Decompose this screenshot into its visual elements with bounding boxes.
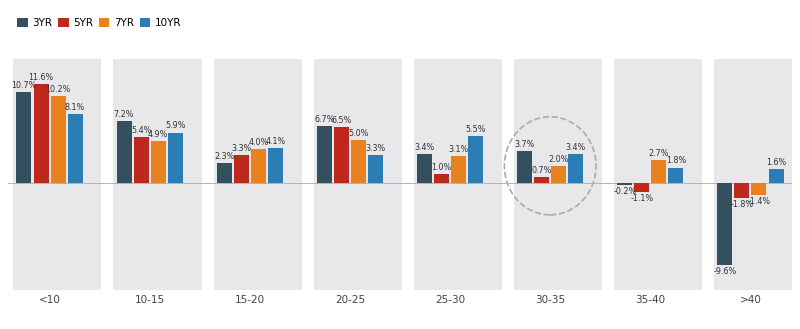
Bar: [468, 136, 483, 183]
Bar: [414, 59, 502, 290]
Bar: [734, 183, 750, 198]
Bar: [368, 155, 383, 183]
Bar: [234, 155, 249, 183]
Text: 3.3%: 3.3%: [231, 144, 251, 153]
Bar: [134, 137, 149, 183]
Text: 1.8%: 1.8%: [666, 156, 686, 165]
Text: 2.3%: 2.3%: [214, 152, 234, 161]
Text: 0.7%: 0.7%: [531, 166, 552, 175]
Text: -1.4%: -1.4%: [747, 197, 770, 206]
Bar: [714, 59, 800, 290]
Bar: [751, 183, 766, 195]
Bar: [34, 84, 49, 183]
Text: 2.7%: 2.7%: [649, 149, 669, 158]
Text: 10.7%: 10.7%: [11, 81, 37, 89]
Bar: [451, 157, 466, 183]
Text: 2.0%: 2.0%: [549, 155, 569, 164]
Bar: [614, 59, 702, 290]
Text: 11.6%: 11.6%: [28, 73, 54, 82]
Text: 6.7%: 6.7%: [314, 114, 334, 124]
Text: 1.0%: 1.0%: [431, 163, 452, 172]
Bar: [417, 154, 432, 183]
Bar: [168, 133, 182, 183]
Text: 10.2%: 10.2%: [46, 85, 70, 94]
Bar: [618, 183, 632, 185]
Bar: [651, 160, 666, 183]
Bar: [150, 141, 166, 183]
Legend: 3YR, 5YR, 7YR, 10YR: 3YR, 5YR, 7YR, 10YR: [14, 14, 185, 32]
Text: 8.1%: 8.1%: [65, 103, 86, 112]
Text: 5.0%: 5.0%: [348, 129, 369, 138]
Bar: [351, 140, 366, 183]
Text: 5.5%: 5.5%: [466, 125, 486, 134]
Bar: [668, 167, 683, 183]
Text: -0.2%: -0.2%: [613, 187, 636, 196]
Text: 3.1%: 3.1%: [449, 145, 469, 154]
Text: 3.4%: 3.4%: [566, 143, 586, 152]
Text: 4.0%: 4.0%: [248, 138, 269, 147]
Text: 3.4%: 3.4%: [414, 143, 434, 152]
Bar: [718, 183, 732, 265]
Text: 1.6%: 1.6%: [766, 158, 786, 167]
Bar: [314, 59, 402, 290]
Bar: [568, 154, 583, 183]
Text: 3.7%: 3.7%: [514, 140, 535, 149]
Text: -1.1%: -1.1%: [630, 194, 654, 203]
Bar: [434, 174, 449, 183]
Bar: [50, 96, 66, 183]
Text: 4.9%: 4.9%: [148, 130, 168, 139]
Bar: [251, 149, 266, 183]
Text: 7.2%: 7.2%: [114, 110, 134, 119]
Bar: [17, 92, 31, 183]
Bar: [534, 177, 549, 183]
Bar: [514, 59, 602, 290]
Bar: [217, 163, 232, 183]
Bar: [334, 127, 349, 183]
Text: -1.8%: -1.8%: [730, 200, 754, 209]
Bar: [317, 126, 332, 183]
Text: -9.6%: -9.6%: [714, 267, 737, 276]
Bar: [268, 148, 283, 183]
Bar: [68, 114, 82, 183]
Bar: [214, 59, 302, 290]
Bar: [769, 169, 783, 183]
Bar: [114, 59, 202, 290]
Text: 5.9%: 5.9%: [165, 121, 186, 130]
Bar: [551, 166, 566, 183]
Bar: [517, 151, 532, 183]
Text: 5.4%: 5.4%: [131, 126, 151, 135]
Bar: [117, 121, 132, 183]
Bar: [634, 183, 650, 192]
Text: 6.5%: 6.5%: [331, 116, 352, 125]
Bar: [14, 59, 102, 290]
Text: 4.1%: 4.1%: [266, 137, 286, 146]
Text: 3.3%: 3.3%: [366, 144, 386, 153]
